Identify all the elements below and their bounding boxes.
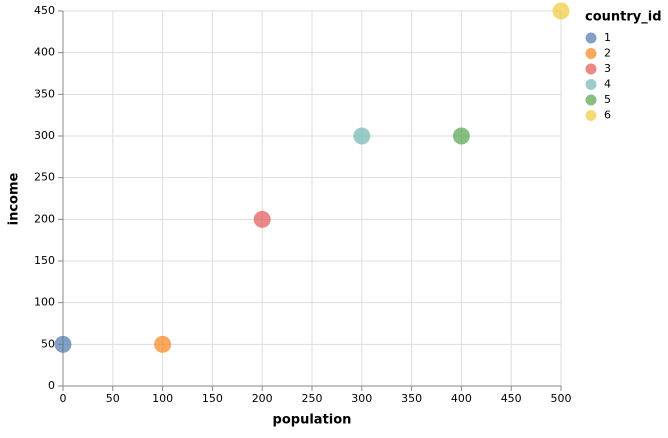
x-tick-label: 0	[60, 392, 67, 405]
x-tick-label: 450	[501, 392, 522, 405]
legend-symbol	[585, 63, 597, 75]
y-tick-label: 100	[34, 296, 55, 309]
legend-symbol	[585, 32, 597, 44]
legend-title: country_id	[585, 10, 662, 25]
point	[452, 127, 470, 145]
x-tick-label: 500	[551, 392, 572, 405]
point	[154, 335, 172, 353]
x-tick-label: 250	[302, 392, 323, 405]
legend-label: 2	[604, 47, 611, 60]
legend-label: 4	[604, 78, 611, 91]
legend-label: 5	[604, 93, 611, 106]
y-tick-label: 0	[48, 379, 55, 392]
x-tick-label: 150	[202, 392, 223, 405]
point	[353, 127, 371, 145]
legend-symbol	[585, 94, 597, 106]
x-tick-label: 400	[451, 392, 472, 405]
legend-symbol	[585, 79, 597, 90]
legend-label: 6	[604, 109, 611, 122]
y-axis-label: income	[7, 172, 22, 225]
y-tick-label: 300	[34, 129, 55, 142]
y-tick-label: 250	[34, 171, 55, 184]
y-tick-label: 200	[34, 212, 55, 225]
x-tick-label: 200	[252, 392, 273, 405]
point	[253, 210, 271, 228]
y-tick-label: 350	[34, 87, 55, 100]
legend-label: 3	[604, 62, 611, 75]
x-tick-label: 50	[106, 392, 120, 405]
x-tick-label: 100	[152, 392, 173, 405]
point	[552, 2, 570, 20]
legend-label: 1	[604, 31, 611, 44]
y-tick-label: 450	[34, 4, 55, 17]
y-tick-label: 50	[41, 337, 55, 350]
x-tick-label: 350	[401, 392, 422, 405]
legend-symbol	[585, 110, 597, 121]
x-axis-label: population	[273, 413, 352, 428]
y-tick-label: 400	[34, 46, 55, 59]
point	[54, 335, 72, 353]
y-tick-label: 150	[34, 254, 55, 267]
x-tick-label: 300	[351, 392, 372, 405]
legend-symbol	[585, 48, 597, 59]
